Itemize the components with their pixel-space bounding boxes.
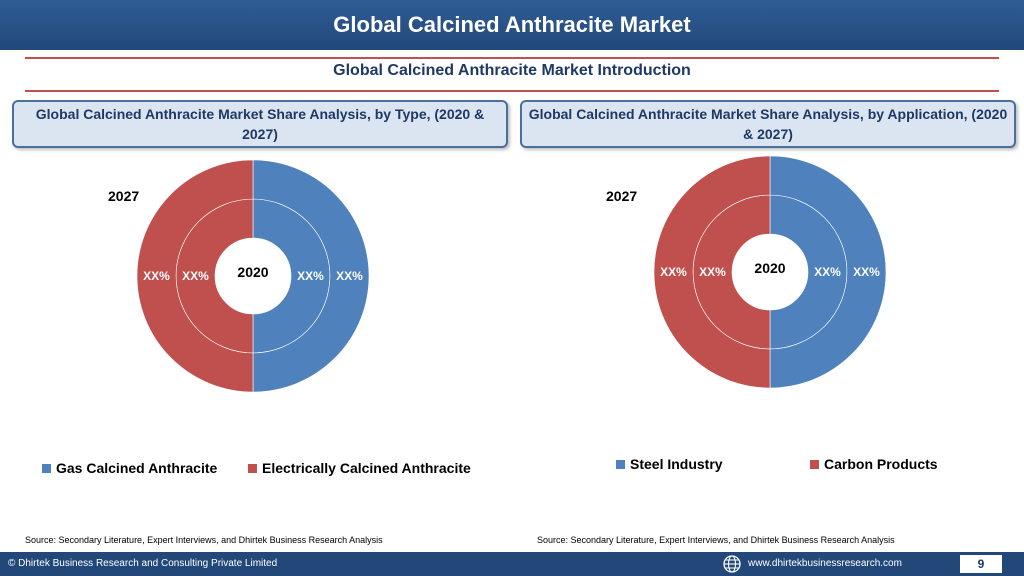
- donut-slice-2027-0: [252, 159, 370, 393]
- header-bar: Global Calcined Anthracite Market: [0, 0, 1024, 50]
- divider-top: [25, 57, 999, 59]
- globe-icon: [723, 555, 741, 573]
- donut-slice-2027-0: [769, 155, 887, 389]
- legend-swatch: [42, 463, 51, 473]
- data-label-2027-1: XX%: [143, 269, 170, 283]
- page-title: Global Calcined Anthracite Market: [333, 12, 691, 37]
- outer-year-label: 2027: [606, 188, 637, 204]
- legend-label: Electrically Calcined Anthracite: [262, 460, 471, 476]
- inner-year-label: 2020: [237, 264, 268, 280]
- donut-hole: [732, 234, 808, 310]
- legend-label: Carbon Products: [824, 456, 938, 472]
- legend-swatch: [810, 459, 819, 469]
- inner-year-label: 2020: [754, 260, 785, 276]
- legend-item-type-1: Electrically Calcined Anthracite: [248, 460, 471, 476]
- data-label-2027-0: XX%: [853, 265, 880, 279]
- data-label-2027-0: XX%: [336, 269, 363, 283]
- data-label-2020-1: XX%: [182, 269, 209, 283]
- footer-bar: © Dhirtek Business Research and Consulti…: [0, 552, 1024, 576]
- legend-item-application-0: Steel Industry: [616, 456, 723, 472]
- donut-slice-2027-1: [653, 155, 771, 389]
- outer-year-label: 2027: [108, 188, 139, 204]
- donut-hole: [215, 238, 291, 314]
- data-label-2027-1: XX%: [660, 265, 687, 279]
- divider-bottom: [25, 90, 999, 92]
- legend-item-application-1: Carbon Products: [810, 456, 938, 472]
- legend-swatch: [616, 459, 625, 469]
- data-label-2020-1: XX%: [699, 265, 726, 279]
- legend-item-type-0: Gas Calcined Anthracite: [42, 460, 217, 476]
- source-note-application: Source: Secondary Literature, Expert Int…: [537, 535, 895, 545]
- page-number: 9: [960, 555, 1002, 573]
- legend-label: Gas Calcined Anthracite: [56, 460, 218, 476]
- copyright-text: © Dhirtek Business Research and Consulti…: [8, 558, 278, 569]
- donut-slice-2027-1: [136, 159, 254, 393]
- legend-swatch: [248, 463, 257, 473]
- source-note-type: Source: Secondary Literature, Expert Int…: [25, 535, 383, 545]
- section-subtitle: Global Calcined Anthracite Market Introd…: [333, 62, 691, 79]
- application-chart-title: Global Calcined Anthracite Market Share …: [520, 100, 1016, 148]
- data-label-2020-0: XX%: [814, 265, 841, 279]
- website-link[interactable]: www.dhirtekbusinessresearch.com: [748, 558, 902, 569]
- type-chart-title: Global Calcined Anthracite Market Share …: [12, 100, 508, 148]
- data-label-2020-0: XX%: [297, 269, 324, 283]
- legend-label: Steel Industry: [630, 456, 723, 472]
